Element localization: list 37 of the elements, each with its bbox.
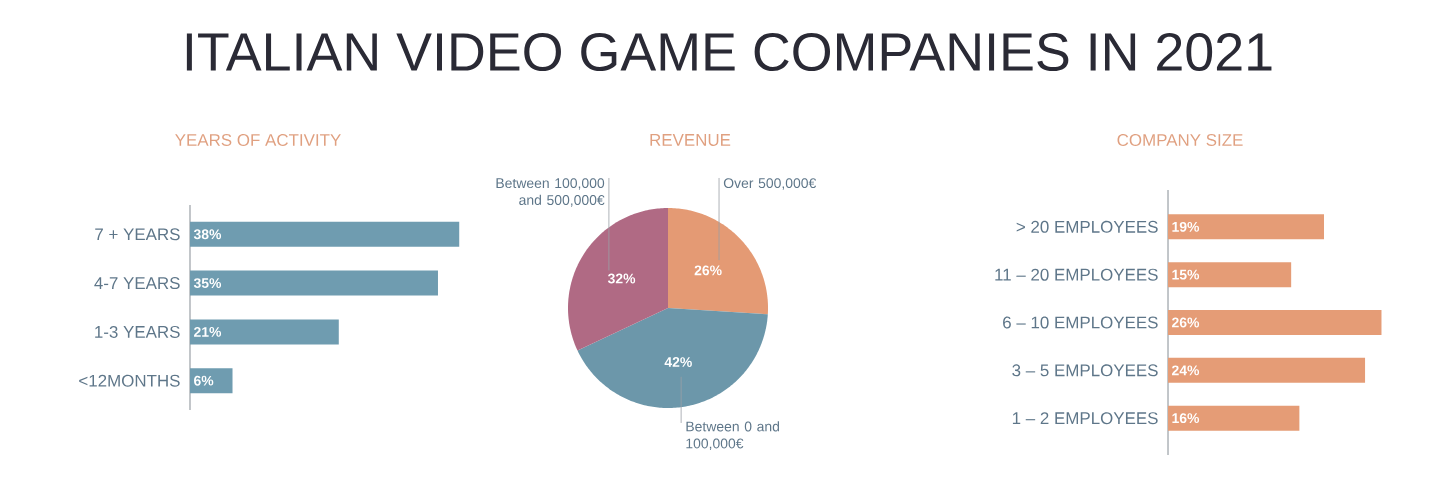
bar — [190, 319, 339, 345]
data-label: 15% — [1172, 269, 1200, 280]
bar — [1168, 310, 1382, 335]
bar — [1168, 262, 1292, 288]
data-label: 26% — [694, 265, 722, 276]
data-label: 6% — [194, 375, 214, 386]
bar — [190, 368, 233, 394]
y-tick-label: 3 – 5 EMPLOYEES — [1012, 364, 1158, 377]
y-tick-label: > 20 EMPLOYEES — [1016, 220, 1158, 233]
y-tick-label: 1 – 2 EMPLOYEES — [1012, 412, 1158, 425]
bar — [190, 221, 460, 247]
slice-label: Between 100,000 and 500,000€ — [496, 178, 605, 207]
bar — [1168, 214, 1324, 240]
y-tick-label: 1-3 YEARS — [95, 325, 180, 338]
data-label: 16% — [1172, 413, 1200, 424]
data-label: 38% — [193, 229, 222, 240]
text: ITALIAN VIDEO GAME COMPANIES IN 2021 — [186, 32, 1272, 72]
bar — [1168, 405, 1300, 431]
data-label: 35% — [193, 278, 222, 289]
data-label: 42% — [664, 357, 692, 367]
y-tick-label: 11 – 20 EMPLOYEES — [995, 268, 1158, 281]
slice-label: Over 500,000€ — [723, 178, 817, 190]
chart-subtitle: YEARS OF ACTIVITY — [175, 134, 341, 146]
slice-label: Between 0 and 100,000€ — [686, 421, 780, 451]
y-tick-label: 7 + YEARS — [95, 228, 180, 241]
data-label: 19% — [1172, 221, 1200, 232]
data-label: 21% — [194, 326, 222, 337]
y-tick-label: 6 – 10 EMPLOYEES — [1003, 316, 1158, 329]
data-label: 26% — [1172, 317, 1200, 328]
chart-title: REVENUE — [650, 134, 731, 146]
y-tick-label: 4-7 YEARS — [94, 277, 180, 290]
chart-title: COMPANY SIZE — [1117, 134, 1243, 146]
y-tick-label: <12MONTHS — [79, 374, 180, 387]
bar — [1168, 357, 1366, 383]
bar — [190, 270, 438, 296]
data-label: 24% — [1172, 365, 1200, 376]
data-label: 32% — [607, 273, 636, 284]
